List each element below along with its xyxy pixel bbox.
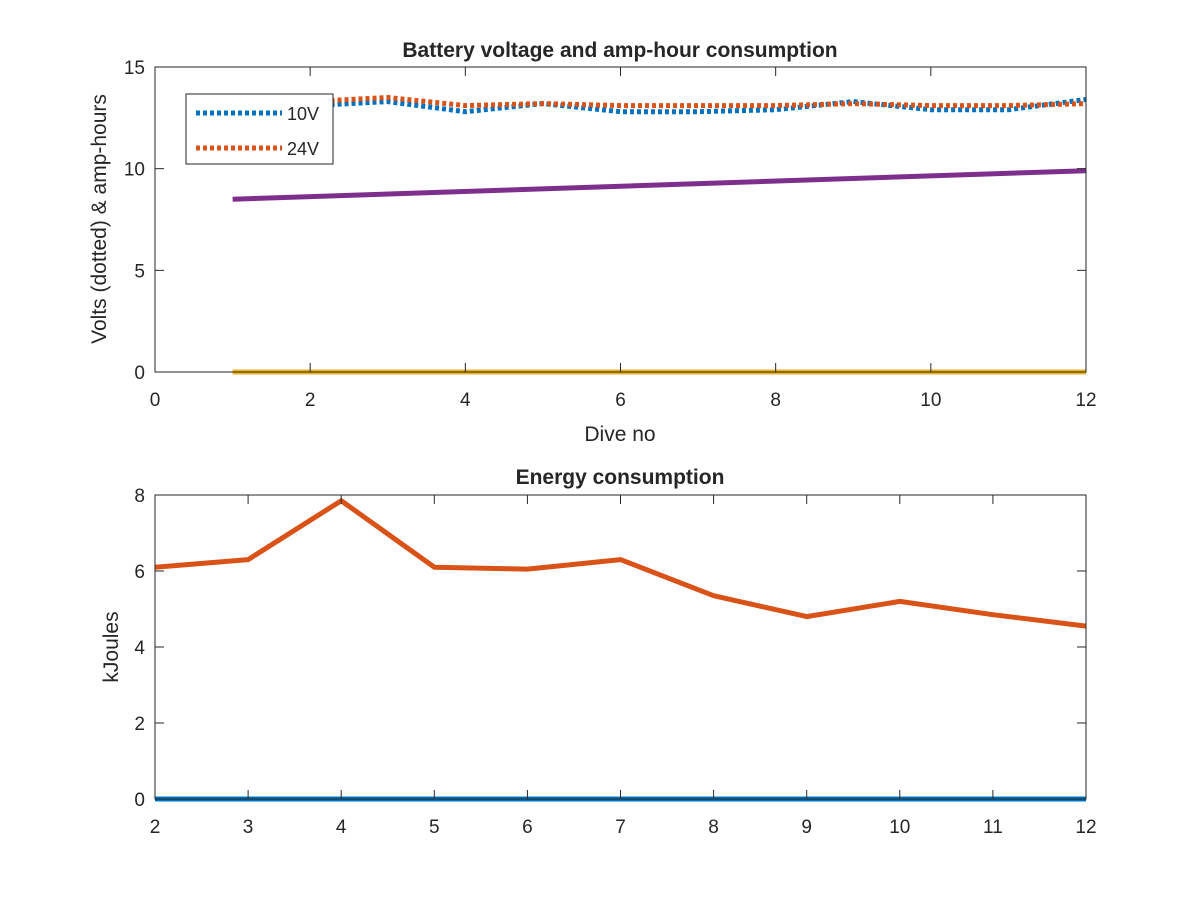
voltage-xtick-label: 8	[770, 390, 781, 411]
energy-xtick-label: 6	[522, 817, 533, 838]
energy-xtick-label: 10	[889, 817, 910, 838]
energy-ytick-label: 6	[134, 562, 145, 583]
voltage-xtick-label: 2	[305, 390, 316, 411]
energy-xtick-label: 5	[429, 817, 440, 838]
voltage-xtick-label: 6	[615, 390, 626, 411]
energy-plot-title: Energy consumption	[516, 466, 725, 489]
energy-xtick-label: 11	[983, 817, 1003, 838]
voltage-xtick-label: 4	[460, 390, 471, 411]
voltage-ytick-label: 0	[134, 363, 145, 384]
energy-ytick-label: 8	[134, 486, 145, 507]
voltage-xtick-label: 12	[1075, 390, 1096, 411]
energy-xtick-label: 3	[243, 817, 254, 838]
voltage-legend-box	[185, 93, 334, 165]
voltage-plot-title: Battery voltage and amp-hour consumption	[402, 39, 837, 62]
energy-xtick-label: 2	[150, 817, 161, 838]
voltage-legend-label: 10V	[287, 104, 319, 124]
voltage-ytick-label: 15	[124, 58, 145, 79]
voltage-ytick-label: 10	[124, 160, 145, 181]
voltage-series-line-1	[232, 94, 1087, 109]
energy-xtick-label: 9	[801, 817, 812, 838]
voltage-series-line-2	[232, 168, 1087, 202]
energy-ytick-label: 0	[134, 790, 145, 811]
voltage-legend-label: 24V	[287, 139, 319, 159]
voltage-plot-ylabel: Volts (dotted) & amp-hours	[88, 94, 111, 344]
voltage-plot: Battery voltage and amp-hour consumption…	[88, 39, 1097, 446]
energy-axes-box	[154, 494, 1087, 800]
energy-ytick-label: 4	[134, 638, 145, 659]
energy-ytick-label: 2	[134, 714, 145, 735]
energy-xtick-label: 8	[708, 817, 719, 838]
voltage-xtick-label: 0	[150, 390, 161, 411]
voltage-legend: 10V 24V	[185, 93, 334, 165]
voltage-xtick-label: 10	[920, 390, 941, 411]
energy-xtick-label: 4	[336, 817, 347, 838]
voltage-series-line-0	[232, 97, 1087, 115]
energy-xtick-label: 12	[1075, 817, 1096, 838]
energy-plot: Energy consumption kJoules 2 3 4 5 6 7 8 9 10 11 1…	[100, 466, 1097, 838]
voltage-ytick-label: 5	[134, 261, 145, 282]
energy-xtick-label: 7	[615, 817, 626, 838]
energy-series-line-0	[154, 498, 1087, 629]
energy-plot-ylabel: kJoules	[100, 611, 123, 682]
voltage-plot-xlabel: Dive no	[584, 423, 655, 446]
